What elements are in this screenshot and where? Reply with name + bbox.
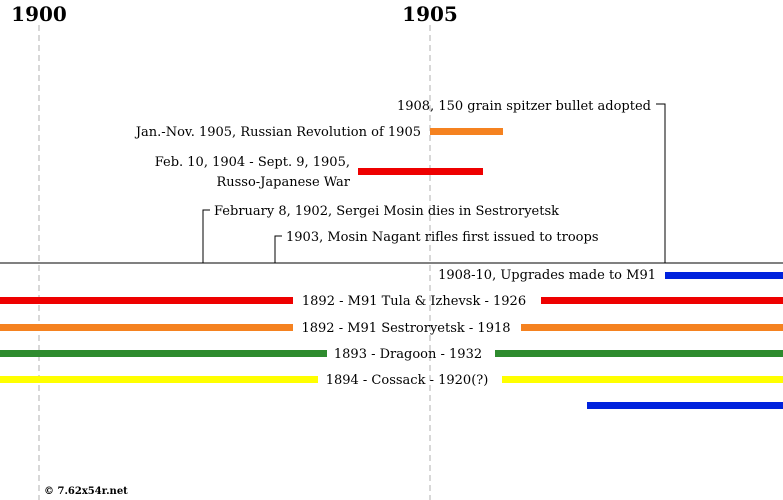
- production-sestroryetsk-bar-right: [521, 324, 783, 331]
- production-dragoon-bar-left: [0, 350, 327, 357]
- production-cossack-label: 1894 - Cossack - 1920(?): [326, 373, 489, 388]
- event-mosin-dies-label: February 8, 1902, Sergei Mosin dies in S…: [214, 204, 559, 219]
- site-credit: © 7.62x54r.net: [44, 486, 128, 497]
- event-revolution-label: Jan.-Nov. 1905, Russian Revolution of 19…: [134, 125, 421, 140]
- production-sestroryetsk-label: 1892 - M91 Sestroryetsk - 1918: [301, 321, 510, 336]
- production-blue-bar-lower: [587, 402, 783, 409]
- event-revolution-bar: [430, 128, 503, 135]
- event-first-issued-label: 1903, Mosin Nagant rifles first issued t…: [286, 230, 599, 245]
- year-label-1900: 1900: [11, 2, 67, 26]
- production-upgrades-label: 1908-10, Upgrades made to M91: [438, 268, 656, 283]
- production-dragoon-label: 1893 - Dragoon - 1932: [334, 347, 482, 362]
- event-first-issued-leader: [274, 235, 282, 263]
- event-war-bar: [358, 168, 483, 175]
- event-war-label-line1: Feb. 10, 1904 - Sept. 9, 1905,: [155, 155, 350, 170]
- production-upgrades-bar: [665, 272, 783, 279]
- year-label-1905: 1905: [402, 2, 458, 26]
- production-tula-bar-right: [541, 297, 783, 304]
- production-sestroryetsk-bar-left: [0, 324, 293, 331]
- event-spitzer-leader: [656, 103, 666, 263]
- production-cossack-bar-left: [0, 376, 318, 383]
- event-war-label-line2: Russo-Japanese War: [216, 175, 350, 190]
- production-dragoon-bar-right: [495, 350, 783, 357]
- event-spitzer-label: 1908, 150 grain spitzer bullet adopted: [397, 99, 651, 114]
- production-cossack-bar-right: [502, 376, 783, 383]
- production-tula-bar-left: [0, 297, 293, 304]
- production-tula-label: 1892 - M91 Tula & Izhevsk - 1926: [302, 294, 526, 309]
- event-mosin-dies-leader: [202, 209, 210, 263]
